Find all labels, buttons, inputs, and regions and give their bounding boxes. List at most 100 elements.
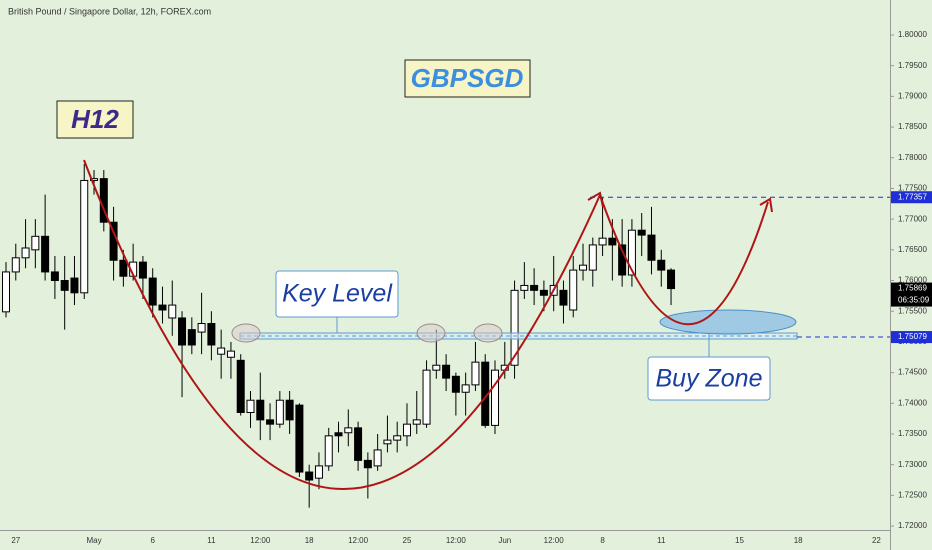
candle-body	[138, 261, 147, 279]
y-tick-label: 1.77000	[898, 214, 927, 223]
candle-body	[11, 257, 20, 273]
x-tick-label: 18	[794, 536, 803, 545]
candle-body	[324, 435, 333, 467]
timeframe-box	[56, 100, 134, 139]
candle-body	[266, 419, 275, 425]
projection-curve	[599, 194, 769, 326]
candle-body	[402, 423, 411, 437]
candle-body	[275, 399, 284, 425]
x-tick-label: 27	[11, 536, 20, 545]
y-tick-label: 1.73000	[898, 460, 927, 469]
touch-marker	[416, 323, 446, 343]
candle-body	[90, 178, 99, 181]
buy-zone-box	[647, 356, 771, 401]
y-tick-label: 1.72000	[898, 521, 927, 530]
y-tick-label: 1.80000	[898, 30, 927, 39]
candle-body	[50, 271, 59, 282]
y-tick-label: 1.76500	[898, 245, 927, 254]
candle-body	[21, 247, 30, 259]
candle-body	[530, 284, 539, 291]
y-tick-label: 1.74500	[898, 368, 927, 377]
x-tick-label: 11	[207, 536, 216, 545]
touch-marker	[231, 323, 261, 343]
candle-body	[246, 399, 255, 413]
y-tick-label: 1.78000	[898, 153, 927, 162]
candle-body	[471, 361, 480, 386]
candle-body	[569, 269, 578, 311]
y-tick-label: 1.72500	[898, 490, 927, 499]
x-tick-label: 18	[305, 536, 314, 545]
candle-body	[31, 235, 40, 251]
title-box	[404, 59, 531, 98]
candle-body	[383, 439, 392, 445]
candle-body	[588, 244, 597, 271]
x-tick-label: 11	[657, 536, 666, 545]
touch-marker	[473, 323, 503, 343]
buy-zone-label: Buy Zone	[655, 365, 762, 393]
candle-body	[217, 347, 226, 355]
candle-body	[520, 284, 529, 291]
candle-body	[539, 289, 548, 296]
x-tick-label: 22	[872, 536, 881, 545]
candle-body	[187, 329, 196, 346]
candle-body	[197, 322, 206, 333]
candle-body	[236, 359, 245, 414]
y-tick-label: 1.76000	[898, 276, 927, 285]
x-tick-label: 8	[600, 536, 605, 545]
level-label: 1.75079	[898, 332, 927, 341]
candle-body	[559, 289, 568, 306]
x-tick-label: 12:00	[348, 536, 369, 545]
candle-body	[285, 399, 294, 421]
candle-body	[2, 271, 10, 313]
candle-body	[608, 237, 617, 246]
candle-body	[432, 364, 441, 371]
candle-body	[363, 459, 372, 469]
candle-body	[598, 237, 607, 246]
candle-body	[305, 471, 314, 481]
candle-body	[412, 419, 421, 425]
level-tag	[891, 191, 932, 204]
candle-body	[226, 350, 235, 358]
title: GBPSGD	[411, 63, 524, 93]
x-tick-label: 12:00	[544, 536, 565, 545]
timeframe: H12	[71, 104, 119, 134]
cup-curve	[83, 159, 601, 490]
candle-body	[393, 435, 402, 441]
candle-body	[41, 235, 50, 273]
candle-body	[60, 280, 69, 291]
y-tick-label: 1.79000	[898, 91, 927, 100]
x-tick-label: 25	[403, 536, 412, 545]
candle-body	[70, 277, 79, 294]
x-tick-label: 6	[150, 536, 155, 545]
x-tick-label: 12:00	[446, 536, 467, 545]
candle-body	[442, 364, 451, 379]
candle-body	[119, 259, 128, 277]
candle-body	[647, 234, 656, 261]
y-tick-label: 1.78500	[898, 122, 927, 131]
y-tick-label: 1.77500	[898, 184, 927, 193]
candle-body	[461, 384, 470, 393]
x-tick-label: 15	[735, 536, 744, 545]
candle-body	[148, 277, 157, 306]
candle-body	[667, 269, 676, 290]
candle-body	[334, 432, 343, 437]
y-tick-label: 1.74000	[898, 398, 927, 407]
level-tag	[891, 331, 932, 344]
x-tick-label: 12:00	[250, 536, 271, 545]
candle-body	[295, 404, 304, 473]
candle-body	[178, 317, 187, 346]
candle-body	[579, 264, 588, 271]
candle-body	[510, 289, 519, 366]
arrowhead	[759, 197, 773, 213]
candle-body	[451, 375, 460, 393]
header: British Pound / Singapore Dollar, 12h, F…	[8, 6, 211, 16]
candles	[2, 163, 676, 508]
countdown: 06:35:09	[898, 296, 930, 305]
candle-body	[80, 179, 89, 294]
candle-body	[422, 369, 431, 425]
y-tick-label: 1.79500	[898, 61, 927, 70]
y-tick-label: 1.73500	[898, 429, 927, 438]
last-price-label: 1.75869	[898, 284, 927, 293]
candle-body	[491, 369, 499, 426]
